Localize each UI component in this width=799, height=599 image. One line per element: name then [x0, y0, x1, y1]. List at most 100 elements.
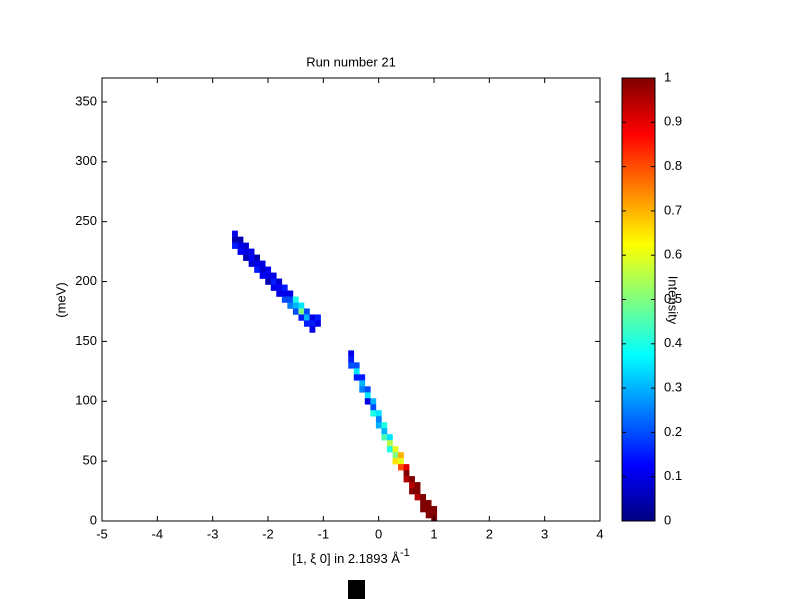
heatmap-cell	[386, 440, 393, 447]
heatmap-cell	[392, 458, 399, 465]
chart-title: Run number 21	[306, 54, 396, 69]
heatmap-cell	[298, 308, 305, 315]
heatmap-cell	[254, 254, 260, 261]
heatmap-cell	[375, 422, 382, 429]
x-axis-label: [1, ξ 0] in 2.1893 Å-1	[292, 547, 410, 567]
heatmap-cell	[237, 242, 244, 249]
heatmap-cell	[425, 500, 432, 507]
heatmap-cell	[292, 308, 299, 315]
heatmap-cell	[420, 494, 426, 501]
heatmap-cell	[375, 410, 382, 417]
heatmap-cell	[254, 260, 260, 267]
heatmap-cell	[248, 254, 255, 261]
heatmap-cell	[243, 248, 249, 255]
heatmap-cell	[298, 302, 305, 309]
heatmap-cell	[281, 296, 288, 303]
x-tick-label: -3	[207, 526, 219, 541]
x-tick-label: 2	[486, 526, 493, 541]
heatmap-cell	[287, 302, 294, 309]
heatmap-cell	[375, 416, 382, 423]
heatmap-cell	[425, 506, 432, 513]
colorbar-tick-label: 1	[664, 69, 671, 84]
heatmap-cell	[420, 506, 426, 513]
heatmap-cell	[237, 248, 244, 255]
heatmap-cell	[386, 446, 393, 453]
heatmap-cell	[414, 494, 421, 501]
heatmap-cell	[364, 392, 371, 399]
heatmap-cell	[315, 314, 321, 321]
colorbar-tick-label: 0.6	[664, 247, 682, 262]
colorbar-tick-label: 0.2	[664, 424, 682, 439]
y-tick-label: 100	[75, 393, 97, 408]
heatmap-cell	[259, 260, 266, 267]
heatmap-cell	[265, 278, 272, 285]
heatmap-cell	[409, 476, 415, 483]
heatmap-cell	[303, 308, 310, 315]
heatmap-cell	[270, 272, 277, 279]
heatmap-cell	[392, 446, 399, 453]
x-tick-label: 4	[596, 526, 603, 541]
colorbar-tick-label: 0.3	[664, 380, 682, 395]
heatmap-cell	[287, 290, 294, 297]
plot-frame	[101, 77, 601, 522]
heatmap-cell	[276, 290, 283, 297]
heatmap-cell	[431, 506, 438, 513]
heatmap-cell	[232, 242, 238, 249]
heatmap-cell	[232, 230, 238, 237]
y-tick-label: 350	[75, 93, 97, 108]
heatmap-cell	[248, 260, 255, 267]
heatmap-cell	[265, 266, 272, 273]
colorbar-tick-label: 0.9	[664, 114, 682, 129]
heatmap-cell	[243, 242, 249, 249]
heatmap-cell	[370, 410, 377, 417]
heatmap-cell	[409, 488, 415, 495]
heatmap-cell	[353, 368, 360, 375]
heatmap-cell	[292, 302, 299, 309]
heatmap-cell	[254, 266, 260, 273]
x-axis-label-text: [1, ξ 0] in 2.1893 Å	[292, 551, 400, 566]
heatmap-cell	[237, 236, 244, 243]
colorbar-tick-label: 0.1	[664, 468, 682, 483]
cells	[232, 230, 438, 521]
heatmap-cell	[287, 296, 294, 303]
heatmap-cell	[276, 284, 283, 291]
heatmap-cell	[359, 380, 366, 387]
colorbar-tick-label: 0.5	[664, 291, 682, 306]
colorbar	[621, 77, 656, 522]
heatmap-cell	[281, 284, 288, 291]
heatmap-cell	[409, 482, 415, 489]
heatmap-cell	[392, 452, 399, 459]
y-axis-label: (meV)	[53, 282, 68, 317]
heatmap-cell	[414, 488, 421, 495]
heatmap-cell	[303, 314, 310, 321]
heatmap-cell	[364, 386, 371, 393]
y-tick-label: 200	[75, 273, 97, 288]
heatmap-cell	[414, 482, 421, 489]
y-tick-label: 50	[83, 453, 97, 468]
heatmap-cell	[348, 356, 355, 363]
heatmap-cell	[370, 398, 377, 405]
heatmap-cell	[403, 470, 410, 477]
colorbar-label: Intensity	[666, 276, 681, 325]
y-tick-label: 300	[75, 153, 97, 168]
marker-square	[348, 580, 365, 599]
heatmap-cell	[265, 272, 272, 279]
y-tick-label: 150	[75, 333, 97, 348]
heatmap-cell	[315, 320, 321, 327]
heatmap-cell	[348, 362, 355, 369]
heatmap-cell	[292, 296, 299, 303]
heatmap-cell	[309, 326, 316, 333]
heatmap-cell	[248, 248, 255, 255]
heatmap-cell	[303, 320, 310, 327]
heatmap-cell	[348, 350, 355, 357]
y-tick-label: 250	[75, 213, 97, 228]
x-tick-label: 3	[541, 526, 548, 541]
heatmap-cell	[270, 284, 277, 291]
heatmap-cell	[431, 512, 438, 519]
heatmap-cell	[298, 314, 305, 321]
colorbar-tick-label: 0.7	[664, 202, 682, 217]
heatmap-cell	[232, 236, 238, 243]
heatmap-cell	[398, 458, 404, 465]
heatmap-cell	[281, 290, 288, 297]
